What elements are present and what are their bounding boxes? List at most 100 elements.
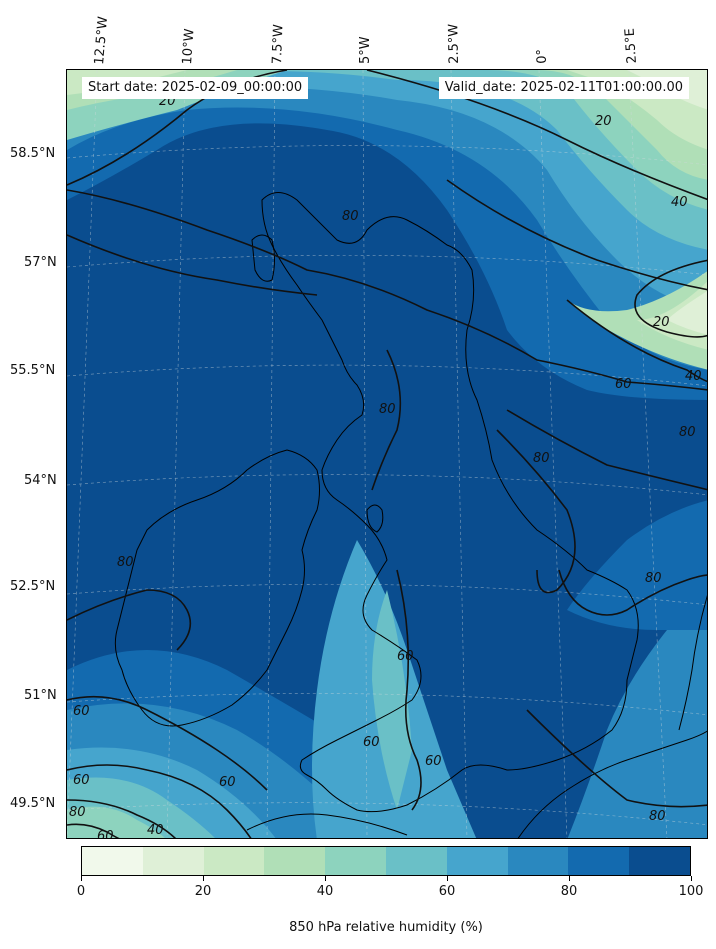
humidity-map: 20 20 40 20 40 60 80 80 80 80 80 80 60 6… [67, 70, 707, 839]
band-10-20-east [667, 291, 707, 335]
colorbar-tick [324, 876, 326, 881]
colorbar-bin [507, 847, 569, 875]
contour-label: 80 [679, 425, 696, 440]
colorbar-bin [264, 847, 326, 875]
colorbar-tick [568, 876, 570, 881]
lon-label-2-5w: 2.5°W [446, 23, 462, 65]
contour-80-sea [371, 349, 402, 491]
band-40-50-sw [67, 806, 165, 838]
coastlines [114, 192, 707, 838]
graticule [67, 70, 707, 838]
band-50-60-north [67, 70, 707, 250]
colorbar-bin [568, 847, 630, 875]
valid-date-box: Valid_date: 2025-02-11T01:00:00.00 [438, 77, 689, 99]
contour-label: 80 [69, 805, 86, 820]
contour-40-north [446, 179, 707, 291]
start-date-label: Start date: 2025-02-09_00:00:00 [88, 80, 303, 95]
contour-label: 20 [653, 315, 670, 330]
contour-labels: 20 20 40 20 40 60 80 80 80 80 80 80 60 6… [69, 94, 702, 839]
band-80-90-east [567, 500, 707, 630]
contour-20-east [634, 259, 707, 338]
contour-label: 80 [533, 451, 550, 466]
contour-label: 60 [97, 829, 114, 839]
lat-label-58-5: 58.5°N [10, 146, 56, 161]
colorbar-bin [325, 847, 386, 875]
contour-label: 60 [73, 704, 90, 719]
colorbar-bin [82, 847, 143, 875]
colorbar-tick-label: 40 [316, 884, 334, 899]
lon-label-5w: 5°W [358, 36, 373, 64]
isle-of-man-coast [366, 504, 384, 533]
band-50-60-inland [372, 590, 412, 810]
colorbar-bin [385, 847, 447, 875]
map-panel[interactable]: 20 20 40 20 40 60 80 80 80 80 80 80 60 6… [66, 69, 708, 839]
colorbar-bin [629, 847, 690, 875]
lat-label-51: 51°N [24, 688, 57, 703]
lon-label-2-5e: 2.5°E [622, 27, 640, 64]
contour-label: 60 [615, 377, 632, 392]
colorbar-tick-label: 80 [560, 884, 578, 899]
colorbar-tick-label: 20 [194, 884, 212, 899]
contour-label: 60 [219, 775, 236, 790]
contour-label: 80 [117, 555, 134, 570]
contour-60-sw1 [67, 695, 268, 791]
contour-label: 60 [363, 735, 380, 750]
band-70-80-southeast [567, 630, 707, 838]
lon-label-0: 0° [534, 48, 550, 64]
colorbar-tick-label: 100 [678, 884, 704, 899]
contour-80-east [506, 409, 707, 491]
colorbar-tick [690, 876, 692, 881]
lat-label-52-5: 52.5°N [10, 579, 56, 594]
contour-label: 60 [397, 649, 414, 664]
start-date-box: Start date: 2025-02-09_00:00:00 [82, 77, 309, 99]
contour-label: 80 [379, 402, 396, 417]
contour-80-se2 [526, 709, 707, 808]
contour-label: 60 [73, 773, 90, 788]
contour-60-sw2 [67, 764, 252, 838]
contour-80-inner [496, 429, 576, 594]
colorbar-tick-label: 0 [76, 884, 86, 899]
ireland-coast [114, 449, 320, 727]
colorbar-tick [202, 876, 204, 881]
contour-label: 80 [342, 209, 359, 224]
great-britain-coast [261, 192, 639, 813]
france-coast [517, 730, 707, 838]
contour-label: 40 [147, 823, 164, 838]
contour-60-wales [396, 569, 422, 811]
lon-label-7-5w: 7.5°W [270, 23, 287, 65]
hebrides-coast [251, 234, 275, 282]
lon-label-12-5w: 12.5°W [92, 15, 112, 66]
contour-80-ireland [67, 589, 192, 651]
band-30-40-east [567, 271, 707, 370]
contour-20-north [366, 70, 707, 201]
colorbar [81, 846, 691, 876]
lat-label-49-5: 49.5°N [10, 796, 56, 811]
contour-label: 40 [685, 369, 702, 384]
lat-label-54: 54°N [24, 473, 57, 488]
contour-60-mid [67, 189, 707, 391]
colorbar-bin [203, 847, 265, 875]
humidity-bands [67, 70, 707, 838]
contour-80-sw [67, 823, 120, 838]
contour-label: 60 [425, 754, 442, 769]
lat-label-57: 57°N [24, 255, 57, 270]
contour-80-se [558, 569, 707, 616]
brittany-coast [246, 813, 408, 836]
lat-label-55-5: 55.5°N [10, 363, 56, 378]
colorbar-tick-label: 60 [438, 884, 456, 899]
colorbar-bin [142, 847, 204, 875]
colorbar-bin [446, 847, 508, 875]
contour-label: 40 [671, 195, 688, 210]
contour-40-east [566, 299, 707, 383]
colorbar-label: 850 hPa relative humidity (%) [289, 920, 483, 935]
contour-60-west [67, 234, 318, 296]
contour-label: 80 [645, 571, 662, 586]
colorbar-tick [80, 876, 82, 881]
colorbar-tick [446, 876, 448, 881]
valid-date-label: Valid_date: 2025-02-11T01:00:00.00 [444, 80, 683, 95]
contour-label: 20 [595, 114, 612, 129]
contour-lines [67, 70, 707, 838]
continent-coast [678, 595, 707, 731]
lon-label-10w: 10°W [180, 28, 198, 66]
contour-label: 80 [649, 809, 666, 824]
